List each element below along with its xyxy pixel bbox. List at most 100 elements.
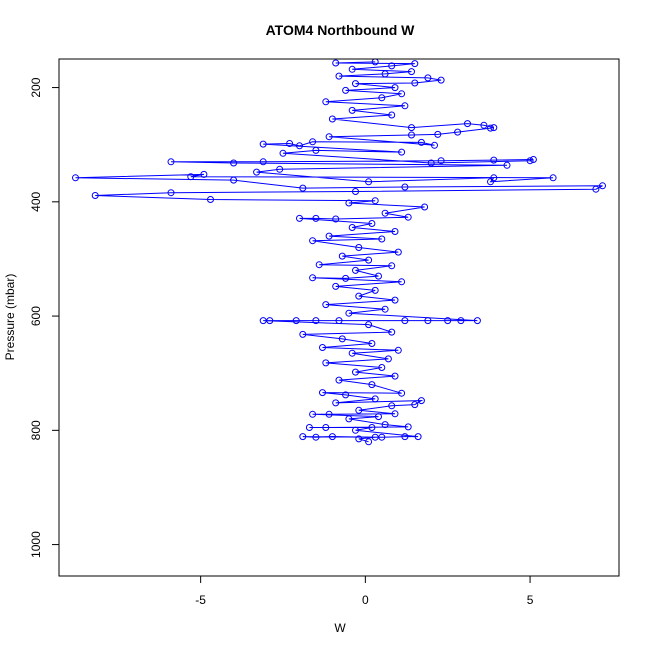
data-point [299, 184, 307, 192]
y-tick-label: 400 [29, 191, 43, 211]
data-point [381, 305, 389, 313]
data-point [348, 106, 356, 114]
data-point [352, 426, 359, 434]
data-point [417, 397, 425, 405]
data-point [408, 131, 415, 139]
data-point [230, 176, 238, 184]
data-point [401, 317, 409, 325]
data-point [309, 410, 317, 418]
data-point [457, 317, 465, 325]
data-point [391, 228, 399, 235]
data-point [473, 317, 481, 325]
data-point [345, 309, 353, 317]
data-point [375, 272, 382, 280]
data-point [394, 346, 402, 354]
data-point [404, 423, 412, 431]
data-point [342, 274, 350, 282]
data-layer [72, 58, 606, 446]
y-tick-label: 1000 [29, 531, 43, 558]
data-point [332, 399, 340, 407]
data-point [371, 395, 379, 403]
data-point [322, 359, 330, 367]
data-point [332, 215, 340, 223]
data-point [480, 121, 488, 129]
data-point [325, 410, 333, 418]
data-point [411, 79, 419, 87]
data-point [414, 433, 422, 441]
data-point [378, 433, 386, 441]
data-point [464, 120, 471, 128]
data-point [391, 410, 399, 418]
y-axis-label: Pressure (mbar) [3, 274, 17, 361]
data-point [309, 237, 317, 245]
data-point [434, 130, 442, 138]
data-point [381, 421, 389, 429]
data-point [355, 292, 363, 300]
data-point [299, 433, 307, 441]
data-point [325, 133, 333, 141]
data-point [91, 192, 99, 199]
data-point [549, 174, 557, 182]
x-axis-label: W [334, 621, 346, 635]
data-point [200, 170, 208, 178]
data-point [312, 146, 320, 154]
data-point [368, 381, 376, 389]
data-point [417, 138, 425, 146]
data-point [312, 214, 320, 222]
data-point [437, 157, 445, 165]
data-point [424, 317, 432, 325]
data-point [391, 296, 399, 304]
y-tick-label: 200 [29, 77, 43, 97]
x-tick-label: -5 [195, 593, 206, 607]
data-point [309, 274, 317, 282]
data-point [388, 111, 396, 119]
data-point [401, 183, 409, 191]
data-point [388, 62, 396, 70]
data-point [371, 286, 379, 294]
data-point [355, 406, 363, 414]
data-point [328, 115, 336, 123]
data-point [365, 438, 373, 446]
data-point [352, 266, 359, 274]
x-axis: -5 0 5 [195, 575, 534, 607]
data-point [259, 158, 267, 166]
data-point [319, 344, 326, 351]
series-line [75, 61, 603, 443]
data-point [401, 102, 409, 110]
data-point [276, 165, 284, 173]
data-point [322, 301, 330, 309]
data-point [355, 435, 363, 443]
data-point [599, 182, 606, 190]
data-point [365, 321, 373, 329]
data-point [411, 60, 419, 68]
data-point [431, 141, 438, 149]
data-point [266, 317, 274, 325]
chart-title: ATOM4 Northbound W [266, 22, 416, 38]
data-point [345, 415, 353, 423]
x-tick-label: 0 [362, 593, 369, 607]
data-point [296, 214, 303, 222]
y-axis: 200 400 600 800 1000 [29, 77, 60, 558]
data-point [529, 156, 537, 163]
data-point [375, 413, 382, 421]
data-point [371, 433, 379, 441]
data-point [259, 317, 267, 325]
data-point [322, 98, 330, 106]
data-point [352, 80, 359, 88]
data-point [408, 124, 415, 132]
data-point [394, 248, 402, 256]
data-point [378, 235, 386, 243]
data-point [322, 424, 330, 431]
data-point [503, 161, 511, 169]
data-point [292, 317, 300, 325]
data-point [398, 90, 406, 98]
data-point [167, 189, 175, 197]
data-point [352, 368, 359, 376]
data-point [332, 59, 340, 67]
data-point [454, 128, 462, 136]
data-point [388, 328, 396, 336]
data-point [368, 340, 376, 347]
y-tick-label: 800 [29, 420, 43, 440]
data-point [444, 317, 452, 325]
